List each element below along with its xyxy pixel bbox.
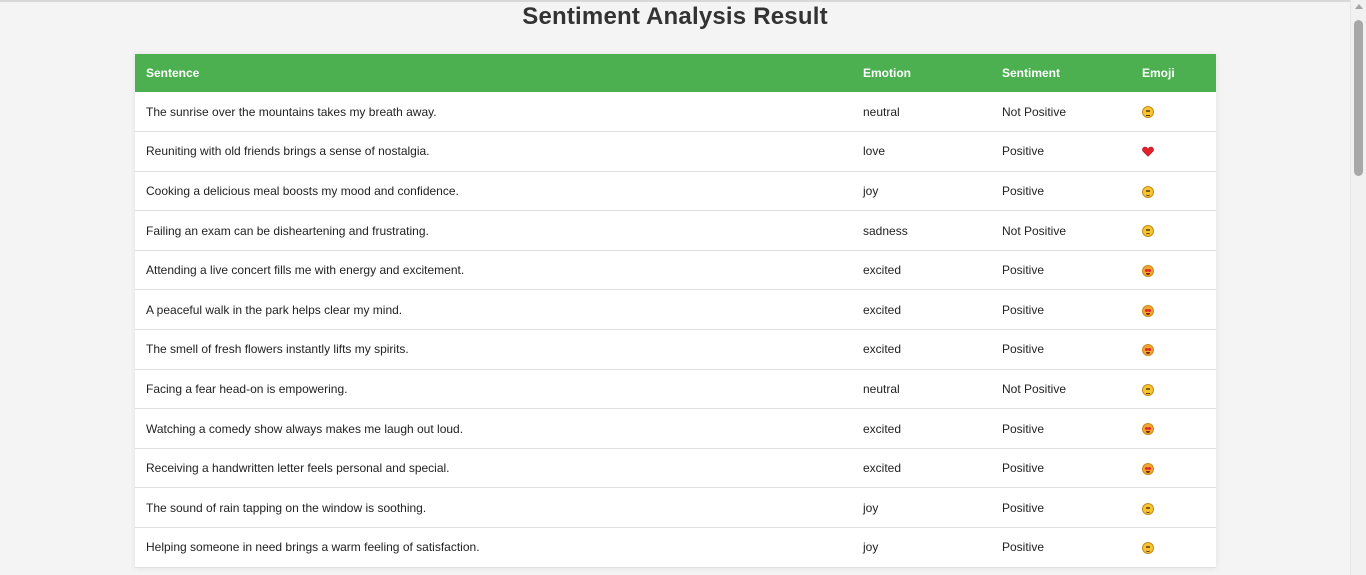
page-title: Sentiment Analysis Result [522,3,828,30]
emoji-cell [1131,369,1216,410]
smiling-face-icon [1142,542,1154,555]
emotion-cell: joy [852,487,991,529]
heart-eyes-face-icon [1142,423,1154,436]
table-row: Receiving a handwritten letter feels per… [135,448,1216,489]
sad-face-icon [1142,225,1154,238]
sentiment-cell: Positive [991,408,1131,449]
table-body: The sunrise over the mountains takes my … [135,92,1216,568]
sentiment-cell: Positive [991,131,1131,172]
sentence-cell: Reuniting with old friends brings a sens… [135,131,852,172]
emotion-cell: excited [852,448,991,489]
table-header-row: Sentence Emotion Sentiment Emoji [135,54,1216,92]
sentence-cell: Failing an exam can be disheartening and… [135,210,852,251]
neutral-face-icon [1142,106,1154,119]
scroll-up-arrow-icon[interactable] [1355,4,1363,9]
sentiment-cell: Positive [991,250,1131,291]
table-row: Facing a fear head-on is empowering. neut… [135,369,1216,410]
sentiment-cell: Not Positive [991,369,1131,410]
emotion-cell: neutral [852,369,991,410]
table-row: A peaceful walk in the park helps clear … [135,289,1216,331]
sentence-cell: A peaceful walk in the park helps clear … [135,289,852,331]
sentiment-cell: Positive [991,329,1131,370]
emotion-cell: joy [852,171,991,212]
table-row: Reuniting with old friends brings a sens… [135,131,1216,172]
scrollbar-thumb[interactable] [1354,20,1363,176]
emotion-cell: excited [852,329,991,370]
sentiment-cell: Positive [991,171,1131,212]
table-row: The sunrise over the mountains takes my … [135,92,1216,133]
sentence-cell: Watching a comedy show always makes me l… [135,408,852,449]
emotion-cell: sadness [852,210,991,251]
top-divider [0,0,1350,2]
sentiment-cell: Not Positive [991,210,1131,251]
emoji-cell [1131,171,1216,212]
emoji-cell [1131,92,1216,133]
heart-eyes-face-icon [1142,304,1154,317]
header-sentence: Sentence [135,54,852,92]
vertical-scrollbar[interactable] [1350,0,1366,575]
smiling-face-icon [1142,502,1154,515]
table-row: Watching a comedy show always makes me l… [135,408,1216,449]
emotion-cell: love [852,131,991,172]
emoji-cell [1131,527,1216,568]
table-row: Cooking a delicious meal boosts my mood … [135,171,1216,212]
emotion-cell: neutral [852,92,991,133]
emoji-cell [1131,487,1216,529]
sentiment-cell: Not Positive [991,92,1131,133]
emoji-cell [1131,250,1216,291]
sentence-cell: Facing a fear head-on is empowering. [135,369,852,410]
emotion-cell: excited [852,289,991,331]
emoji-cell [1131,131,1216,172]
heart-eyes-face-icon [1142,462,1154,475]
emotion-cell: joy [852,527,991,568]
sentiment-cell: Positive [991,487,1131,529]
sentence-cell: The sunrise over the mountains takes my … [135,92,852,133]
sentiment-cell: Positive [991,527,1131,568]
table-row: Attending a live concert fills me with e… [135,250,1216,291]
smiling-face-icon [1142,185,1154,198]
emotion-cell: excited [852,250,991,291]
sentence-cell: The sound of rain tapping on the window … [135,487,852,529]
sentence-cell: Attending a live concert fills me with e… [135,250,852,291]
emoji-cell [1131,408,1216,449]
heart-eyes-face-icon [1142,265,1154,277]
emoji-cell [1131,210,1216,251]
header-emoji: Emoji [1131,54,1216,92]
emotion-cell: excited [852,408,991,449]
results-table: Sentence Emotion Sentiment Emoji The sun… [135,54,1216,568]
sentiment-cell: Positive [991,448,1131,489]
sentence-cell: Cooking a delicious meal boosts my mood … [135,171,852,212]
table-row: Failing an exam can be disheartening and… [135,210,1216,251]
red-heart-icon [1142,146,1154,158]
results-table-container: Sentence Emotion Sentiment Emoji The sun… [135,54,1216,568]
sentiment-cell: Positive [991,289,1131,331]
heart-eyes-face-icon [1142,344,1154,357]
emoji-cell [1131,329,1216,370]
table-row: The sound of rain tapping on the window … [135,487,1216,529]
header-sentiment: Sentiment [991,54,1131,92]
emoji-cell [1131,448,1216,489]
table-row: Helping someone in need brings a warm fe… [135,527,1216,568]
emoji-cell [1131,289,1216,331]
header-emotion: Emotion [852,54,991,92]
sentence-cell: Receiving a handwritten letter feels per… [135,448,852,489]
sentence-cell: Helping someone in need brings a warm fe… [135,527,852,568]
table-row: The smell of fresh flowers instantly lif… [135,329,1216,370]
sentence-cell: The smell of fresh flowers instantly lif… [135,329,852,370]
neutral-face-icon [1142,383,1154,396]
